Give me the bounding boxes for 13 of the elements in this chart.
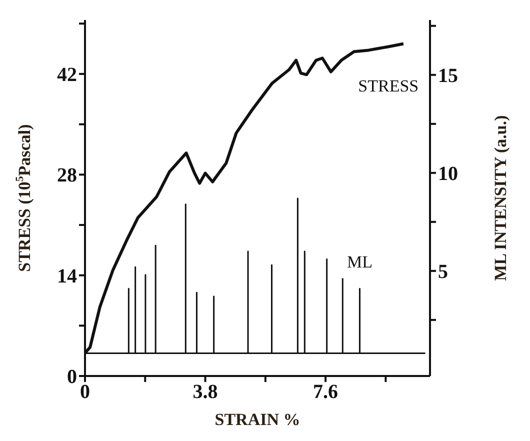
y-tick-label: 14 — [57, 265, 77, 288]
series-label: ML — [346, 252, 372, 272]
y-tick-label: 28 — [57, 164, 77, 187]
x-tick-label: 3.8 — [192, 381, 218, 404]
y-tick-label: 0 — [67, 366, 77, 388]
x-tick-label: 7.6 — [313, 381, 338, 404]
series-label: STRESS — [358, 76, 419, 96]
y2-axis-title: ML INTENSITY (a.u.) — [490, 115, 510, 281]
x-axis-title: STRAIN % — [214, 410, 300, 429]
y2-tick-label: 10 — [438, 163, 458, 186]
y-tick-label: 42 — [57, 64, 77, 86]
y2-tick-label: 5 — [438, 261, 448, 284]
y2-tick-label: 15 — [438, 64, 458, 87]
